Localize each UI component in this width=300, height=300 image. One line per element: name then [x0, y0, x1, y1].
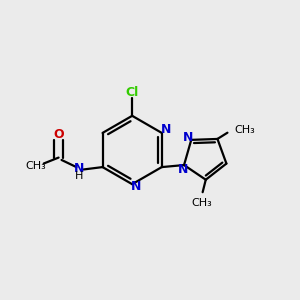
Text: N: N [178, 163, 188, 176]
Text: H: H [75, 171, 84, 181]
Text: CH₃: CH₃ [235, 125, 255, 135]
Text: N: N [74, 162, 84, 175]
Text: N: N [161, 123, 171, 136]
Text: N: N [183, 131, 194, 144]
Text: O: O [53, 128, 64, 141]
Text: N: N [131, 180, 142, 193]
Text: Cl: Cl [125, 85, 139, 98]
Text: CH₃: CH₃ [191, 199, 212, 208]
Text: CH₃: CH₃ [25, 160, 46, 171]
